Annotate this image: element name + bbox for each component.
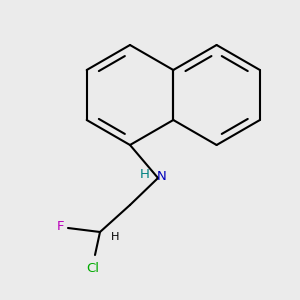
Text: N: N (157, 170, 167, 184)
Text: H: H (140, 169, 150, 182)
Text: H: H (111, 232, 119, 242)
Text: Cl: Cl (86, 262, 100, 275)
Text: F: F (56, 220, 64, 233)
